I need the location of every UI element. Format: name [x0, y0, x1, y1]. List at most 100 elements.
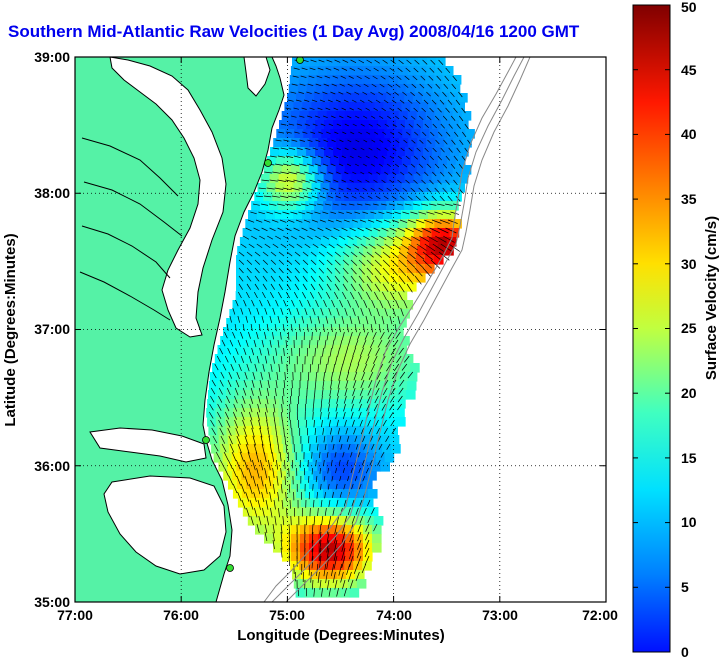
- velocity-vector: [265, 499, 269, 510]
- velocity-cell: [446, 102, 456, 112]
- velocity-vector: [406, 275, 414, 285]
- velocity-vector: [365, 227, 373, 232]
- velocity-cell: [366, 129, 376, 139]
- velocity-vector: [355, 571, 360, 582]
- velocity-cell: [254, 282, 264, 292]
- velocity-cell: [407, 219, 417, 229]
- velocity-vector: [235, 347, 239, 355]
- velocity-vector: [250, 387, 254, 396]
- velocity-cell: [296, 174, 307, 184]
- velocity-cell: [292, 444, 302, 454]
- velocity-vector: [431, 99, 437, 105]
- velocity-vector: [398, 59, 404, 65]
- velocity-cell: [419, 183, 430, 193]
- velocity-cell: [459, 120, 469, 130]
- velocity-cell: [237, 246, 247, 256]
- velocity-vector: [246, 251, 253, 257]
- velocity-vector: [376, 427, 381, 435]
- velocity-vector: [334, 451, 337, 458]
- velocity-cell: [395, 408, 405, 418]
- velocity-cell: [245, 219, 255, 229]
- velocity-cell: [288, 417, 298, 427]
- velocity-vector: [330, 379, 333, 389]
- velocity-cell: [345, 480, 355, 490]
- velocity-cell: [401, 183, 412, 193]
- velocity-vector: [363, 139, 368, 143]
- velocity-vector: [390, 275, 398, 285]
- velocity-vector: [371, 83, 377, 88]
- velocity-vector: [400, 123, 405, 128]
- velocity-vector: [421, 107, 426, 113]
- velocity-vector: [326, 539, 330, 553]
- velocity-vector: [226, 387, 231, 396]
- velocity-vector: [349, 203, 355, 206]
- velocity-vector: [352, 347, 356, 357]
- velocity-cell: [332, 174, 343, 184]
- velocity-cell: [440, 93, 450, 103]
- velocity-vector: [346, 91, 352, 95]
- velocity-vector: [301, 179, 310, 183]
- velocity-vector: [350, 251, 358, 258]
- velocity-cell: [350, 408, 360, 418]
- velocity-cell: [349, 588, 360, 598]
- velocity-cell: [350, 93, 360, 103]
- velocity-vector: [295, 219, 303, 223]
- velocity-cell: [427, 57, 437, 67]
- velocity-cell: [248, 363, 258, 373]
- velocity-vector: [398, 275, 406, 285]
- velocity-cell: [269, 507, 280, 517]
- velocity-vector: [434, 211, 443, 215]
- velocity-cell: [315, 120, 325, 130]
- velocity-vector: [351, 483, 354, 490]
- velocity-vector: [374, 275, 381, 284]
- velocity-cell: [447, 129, 457, 139]
- lat-tick-label: 35:00: [34, 594, 70, 610]
- velocity-vector: [351, 219, 358, 223]
- velocity-cell: [296, 408, 306, 418]
- velocity-vector: [232, 411, 237, 420]
- velocity-cell: [241, 327, 251, 337]
- colorbar-tick-label: 0: [681, 644, 689, 659]
- velocity-vector: [242, 395, 246, 404]
- velocity-vector: [359, 99, 365, 103]
- velocity-cell: [273, 246, 283, 256]
- velocity-vector: [430, 131, 435, 137]
- velocity-cell: [318, 480, 328, 490]
- velocity-vector: [287, 195, 297, 199]
- velocity-cell: [282, 498, 293, 508]
- velocity-cell: [356, 156, 367, 166]
- velocity-cell: [323, 228, 334, 238]
- velocity-cell: [407, 255, 417, 265]
- velocity-cell: [308, 219, 318, 229]
- velocity-vector: [422, 59, 428, 65]
- velocity-vector: [272, 331, 274, 340]
- velocity-vector: [247, 451, 252, 463]
- velocity-cell: [461, 111, 472, 121]
- velocity-cell: [213, 453, 224, 463]
- velocity-vector: [272, 171, 281, 174]
- velocity-cell: [360, 147, 370, 157]
- velocity-vector: [267, 347, 270, 356]
- velocity-vector: [347, 475, 350, 482]
- velocity-vector: [314, 187, 322, 191]
- velocity-cell: [278, 201, 288, 211]
- velocity-vector: [256, 243, 263, 248]
- velocity-vector: [309, 363, 312, 373]
- velocity-cell: [284, 156, 295, 166]
- velocity-vector: [392, 371, 398, 380]
- velocity-cell: [252, 399, 262, 409]
- velocity-vector: [440, 243, 453, 252]
- velocity-cell: [263, 219, 273, 229]
- velocity-cell: [364, 516, 375, 526]
- velocity-vector: [323, 475, 326, 482]
- velocity-cell: [401, 156, 412, 166]
- velocity-cell: [308, 264, 318, 274]
- velocity-cell: [349, 354, 360, 364]
- velocity-cell: [438, 129, 448, 139]
- velocity-cell: [323, 201, 333, 211]
- velocity-cell: [353, 219, 363, 229]
- velocity-vector: [243, 299, 247, 307]
- velocity-cell: [351, 399, 361, 409]
- velocity-vector: [322, 163, 329, 167]
- velocity-vector: [317, 291, 323, 299]
